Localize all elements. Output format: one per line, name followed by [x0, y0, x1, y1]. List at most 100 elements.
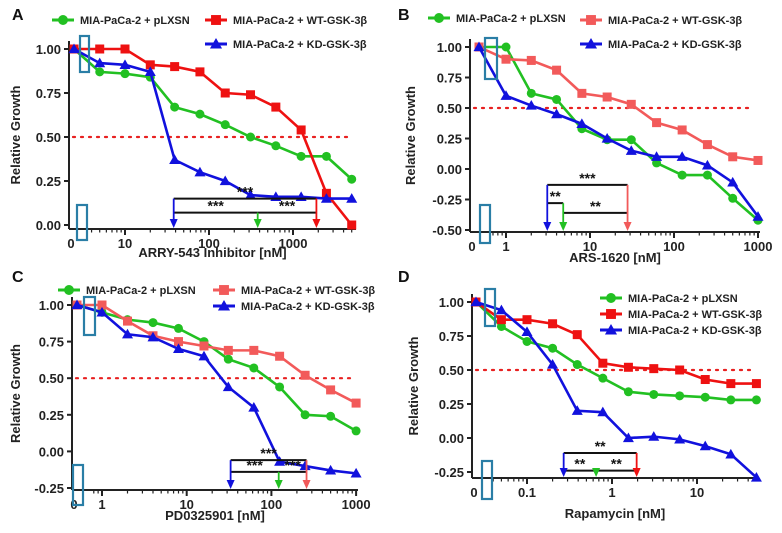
point-square	[522, 315, 532, 325]
significance-label: ***	[237, 184, 254, 200]
series-line	[479, 45, 759, 222]
point-square	[526, 55, 536, 65]
axis-break-box	[483, 287, 497, 328]
point-circle	[626, 135, 636, 145]
point-square	[271, 102, 281, 112]
point-triangle	[701, 159, 713, 170]
series-line	[73, 47, 352, 200]
y-tick-label: 0.50	[39, 371, 64, 386]
point-circle	[726, 395, 736, 405]
point-square	[626, 99, 636, 109]
significance-label: ***	[579, 170, 596, 186]
point-square	[122, 316, 132, 326]
point-triangle	[551, 108, 563, 119]
point-triangle	[622, 432, 634, 443]
point-square	[675, 365, 685, 375]
point-square	[223, 345, 233, 355]
point-triangle	[245, 189, 257, 200]
x-axis-title: ARS-1620 [nM]	[569, 250, 661, 265]
y-tick-label: 1.00	[36, 42, 61, 57]
y-axis-title: Relative Growth	[8, 85, 23, 184]
axis-break-box	[480, 459, 494, 501]
point-triangle	[194, 166, 206, 177]
point-triangle	[500, 90, 512, 100]
point-triangle	[473, 41, 485, 52]
panel-c: C-0.250.000.250.500.751.000 1 10 100 1000PD0…	[8, 269, 375, 523]
axis-break-box	[75, 203, 89, 242]
point-triangle	[147, 331, 159, 342]
point-circle	[606, 293, 616, 303]
point-triangle	[674, 433, 686, 444]
y-tick-label: 0.50	[36, 130, 61, 145]
point-circle	[148, 318, 158, 328]
y-tick-label: 0.00	[36, 218, 61, 233]
point-square	[702, 140, 712, 150]
point-circle	[326, 411, 336, 421]
ic50-arrowhead	[302, 480, 311, 489]
point-triangle	[604, 323, 618, 335]
point-square	[623, 362, 633, 372]
panel-a: A 0.00 0.25 0.50 0.75 1.00 0 10 100 1000ARRY-543 …	[8, 7, 367, 260]
y-tick-label: 0.00	[439, 431, 464, 446]
significance-label: ***	[246, 457, 263, 473]
legend-label: MIA-PaCa-2 + KD-GSK-3β	[628, 325, 762, 337]
point-triangle	[470, 296, 482, 307]
point-circle	[220, 120, 230, 130]
ic50-arrowhead	[253, 219, 262, 228]
significance-label: **	[550, 188, 561, 204]
significance-label: **	[595, 438, 606, 454]
point-square	[220, 88, 230, 98]
point-triangle	[217, 299, 231, 311]
point-triangle	[547, 359, 559, 369]
point-circle	[173, 323, 183, 333]
significance-label: **	[590, 198, 601, 214]
axis-break-box	[483, 36, 499, 81]
point-circle	[598, 373, 608, 383]
point-triangle	[248, 401, 260, 412]
point-triangle	[727, 176, 739, 187]
significance-label: ***	[208, 198, 225, 214]
point-triangle	[198, 350, 210, 361]
point-square	[173, 337, 183, 347]
point-triangle	[725, 448, 737, 459]
ic50-arrowhead	[632, 468, 641, 477]
x-tick-label: 1000	[279, 236, 308, 251]
legend-label: MIA-PaCa-2 + pLXSN	[456, 13, 566, 25]
y-tick-label: 0.25	[439, 397, 464, 412]
point-circle	[246, 132, 256, 142]
series-circle	[72, 300, 361, 436]
point-square	[219, 285, 229, 295]
axis-break-box	[78, 34, 91, 74]
point-square	[347, 220, 357, 230]
x-tick-label: 0	[67, 236, 74, 251]
ic50-arrowhead	[559, 222, 568, 231]
point-triangle	[68, 43, 80, 54]
point-circle	[702, 170, 712, 180]
series-square	[471, 297, 761, 389]
point-circle	[496, 321, 506, 331]
point-triangle	[222, 381, 234, 392]
x-tick-label: 10	[583, 239, 597, 254]
ic50-arrowhead	[169, 219, 178, 228]
ic50-arrowhead	[592, 468, 601, 477]
point-circle	[552, 94, 562, 104]
legend-label: MIA-PaCa-2 + WT-GSK-3β	[608, 15, 742, 27]
legend-label: MIA-PaCa-2 + pLXSN	[628, 293, 738, 305]
point-triangle	[320, 193, 332, 203]
point-triangle	[571, 405, 583, 415]
panel-label: D	[398, 269, 410, 286]
point-circle	[120, 69, 130, 79]
point-square	[296, 125, 306, 135]
series-line	[77, 303, 357, 405]
point-square	[211, 15, 221, 25]
point-circle	[58, 15, 68, 25]
x-tick-label: 1000	[744, 239, 773, 254]
point-square	[95, 44, 105, 54]
point-square	[275, 351, 285, 361]
point-circle	[572, 360, 582, 370]
point-triangle	[676, 151, 688, 161]
point-circle	[275, 382, 285, 392]
y-tick-label: 0.25	[36, 174, 61, 189]
y-axis-title: Relative Growth	[406, 336, 421, 435]
ic50-arrowhead	[543, 222, 552, 231]
